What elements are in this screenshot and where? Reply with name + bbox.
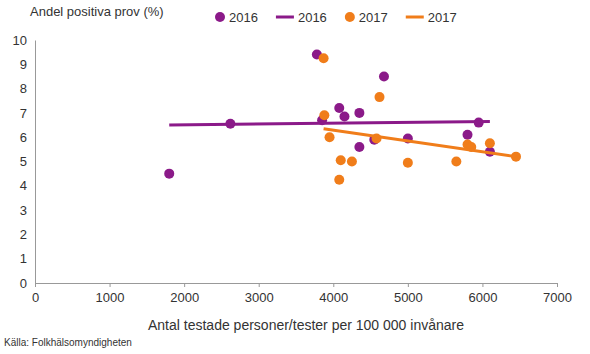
y-tick: 5 — [20, 154, 35, 169]
x-tick-label: 3000 — [245, 290, 274, 305]
legend-label: 2017 — [359, 10, 388, 25]
y-tick: 4 — [20, 178, 35, 193]
x-axis: 0 1000 2000 3000 4000 5000 6000 7000 — [32, 283, 572, 305]
x-tick: 2000 — [170, 283, 199, 305]
x-tick-label: 0 — [32, 290, 39, 305]
y-axis: 0 1 2 3 4 5 6 7 8 9 10 — [13, 33, 36, 291]
point — [375, 92, 385, 102]
legend: 2016 2016 2017 2017 — [215, 10, 457, 25]
x-tick: 6000 — [468, 283, 497, 305]
marks — [164, 50, 521, 185]
x-tick: 7000 — [543, 283, 572, 305]
legend-swatch — [215, 12, 225, 22]
point — [347, 157, 357, 167]
legend-item: 2016 — [215, 10, 258, 25]
point — [485, 138, 495, 148]
point — [319, 53, 329, 63]
x-tick-mark — [557, 283, 558, 287]
y-tick: 1 — [20, 251, 35, 266]
legend-swatch — [406, 16, 424, 19]
x-tick-label: 5000 — [394, 290, 423, 305]
point — [334, 175, 344, 185]
legend-label: 2017 — [428, 10, 457, 25]
point — [336, 155, 346, 165]
x-tick: 5000 — [394, 283, 423, 305]
y-tick: 2 — [20, 227, 35, 242]
legend-item: 2017 — [345, 10, 388, 25]
y-axis-title: Andel positiva prov (%) — [30, 4, 164, 19]
y-tick-label: 8 — [20, 81, 27, 96]
x-tick-label: 7000 — [543, 290, 572, 305]
y-tick-label: 5 — [20, 154, 27, 169]
point — [354, 108, 364, 118]
legend-item: 2016 — [276, 10, 327, 25]
point — [339, 112, 349, 122]
x-tick: 4000 — [319, 283, 348, 305]
point — [379, 71, 389, 81]
y-tick: 3 — [20, 203, 35, 218]
y-tick: 6 — [20, 130, 35, 145]
x-tick-label: 6000 — [468, 290, 497, 305]
y-axis-line — [35, 41, 36, 284]
y-tick-label: 6 — [20, 130, 27, 145]
x-tick-mark — [482, 283, 483, 287]
y-tick: 9 — [20, 57, 35, 72]
x-tick-mark — [110, 283, 111, 287]
y-tick-label: 0 — [20, 276, 27, 291]
x-tick-mark — [259, 283, 260, 287]
x-tick-label: 4000 — [319, 290, 348, 305]
x-tick-mark — [35, 283, 36, 287]
chart: 0 1000 2000 3000 4000 5000 6000 7000 0 1 2 3 4 5 6 7 8 9 1… — [0, 0, 590, 354]
plot: 0 1000 2000 3000 4000 5000 6000 7000 0 1 2 3 4 5 6 7 8 9 1… — [13, 33, 572, 306]
x-tick: 0 — [32, 283, 39, 305]
y-tick-label: 1 — [20, 251, 27, 266]
trend-line — [169, 121, 490, 125]
legend-item: 2017 — [406, 10, 457, 25]
y-tick: 10 — [13, 33, 35, 48]
trend-line — [324, 129, 516, 157]
x-tick: 1000 — [96, 283, 125, 305]
y-tick-label: 10 — [13, 33, 27, 48]
legend-label: 2016 — [298, 10, 327, 25]
x-tick-mark — [333, 283, 334, 287]
legend-label: 2016 — [229, 10, 258, 25]
y-tick-label: 4 — [20, 178, 27, 193]
point — [164, 169, 174, 179]
x-tick-mark — [184, 283, 185, 287]
point — [334, 103, 344, 113]
y-tick: 0 — [20, 276, 35, 291]
x-axis-line — [36, 284, 558, 288]
y-tick-label: 9 — [20, 57, 27, 72]
point — [451, 157, 461, 167]
x-tick: 3000 — [245, 283, 274, 305]
x-tick-mark — [408, 283, 409, 287]
y-tick-label: 7 — [20, 106, 27, 121]
point — [354, 142, 364, 152]
point — [403, 158, 413, 168]
legend-swatch — [345, 12, 355, 22]
point — [463, 130, 473, 140]
x-tick-label: 2000 — [170, 290, 199, 305]
legend-swatch — [276, 16, 294, 19]
y-tick: 8 — [20, 81, 35, 96]
y-tick-label: 3 — [20, 203, 27, 218]
x-axis-title: Antal testade personer/tester per 100 00… — [148, 317, 464, 333]
source: Källa: Folkhälsomyndigheten — [4, 337, 132, 348]
y-tick: 7 — [20, 106, 35, 121]
y-tick-label: 2 — [20, 227, 27, 242]
point — [325, 132, 335, 142]
point — [319, 110, 329, 120]
x-tick-label: 1000 — [96, 290, 125, 305]
